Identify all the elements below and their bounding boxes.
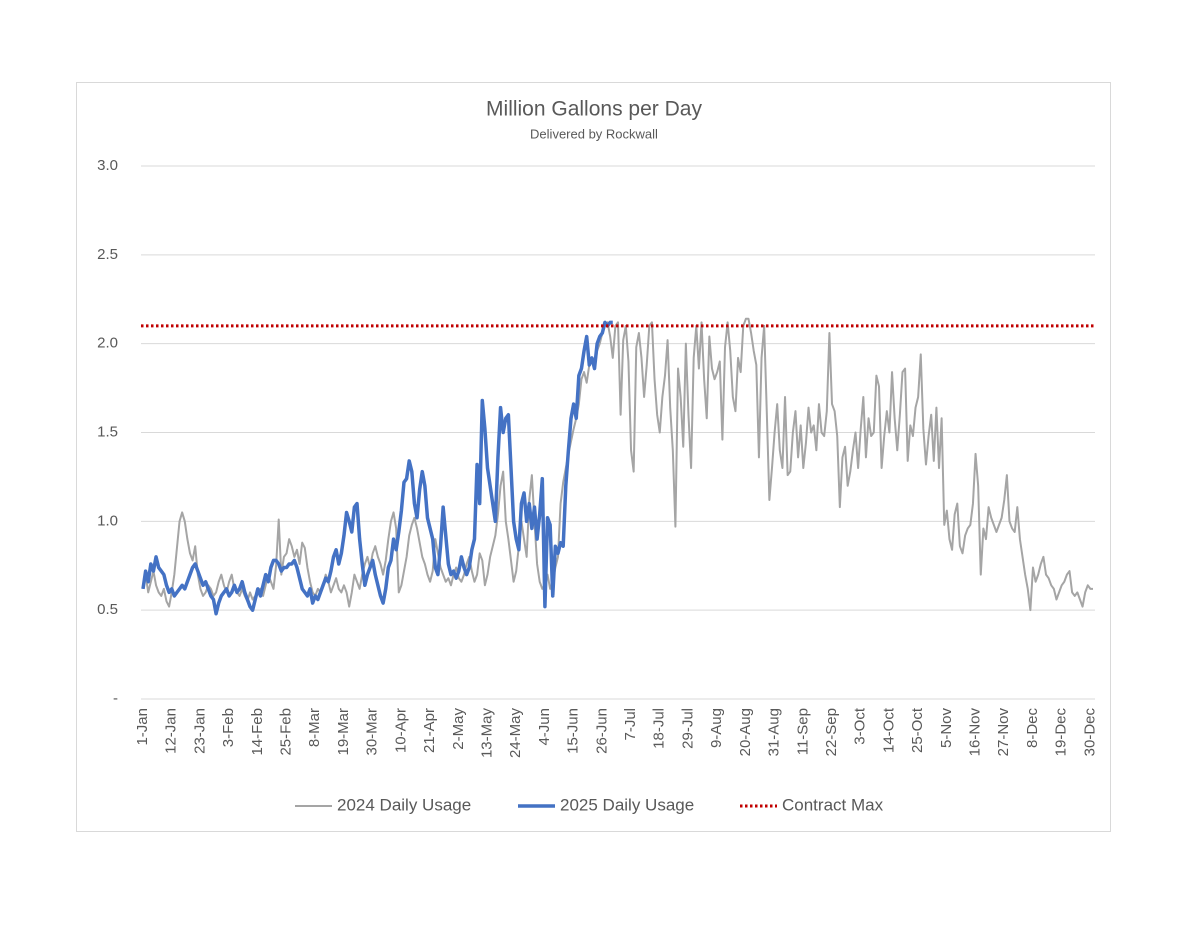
x-tick-label: 24-May — [507, 708, 524, 759]
legend-label: 2025 Daily Usage — [560, 795, 694, 814]
x-tick-label: 22-Sep — [823, 708, 840, 756]
x-tick-label: 14-Feb — [249, 708, 266, 756]
x-tick-label: 26-Jun — [593, 708, 610, 754]
x-tick-label: 30-Dec — [1081, 708, 1098, 757]
chart-title: Million Gallons per Day — [486, 98, 702, 121]
x-tick-label: 10-Apr — [392, 708, 409, 753]
x-tick-label: 21-Apr — [421, 708, 438, 753]
y-tick-label: - — [113, 690, 118, 707]
x-tick-label: 15-Jun — [565, 708, 582, 754]
x-tick-label: 7-Jul — [622, 708, 639, 741]
x-tick-label: 25-Feb — [278, 708, 295, 756]
x-tick-label: 30-Mar — [364, 708, 381, 756]
x-tick-label: 19-Mar — [335, 708, 352, 756]
x-tick-label: 25-Oct — [909, 707, 926, 753]
y-tick-label: 0.5 — [97, 601, 118, 618]
legend-label: Contract Max — [782, 795, 884, 814]
data-line — [142, 317, 1093, 612]
x-tick-label: 8-Mar — [306, 708, 323, 747]
x-tick-label: 20-Aug — [737, 708, 754, 756]
y-tick-label: 3.0 — [97, 157, 118, 174]
y-tick-label: 1.5 — [97, 423, 118, 440]
y-tick-label: 2.5 — [97, 246, 118, 263]
x-tick-label: 19-Dec — [1053, 708, 1070, 757]
x-tick-label: 2-May — [450, 708, 467, 750]
legend-label: 2024 Daily Usage — [337, 795, 471, 814]
x-tick-label: 3-Feb — [220, 708, 237, 747]
y-tick-label: 2.0 — [97, 335, 118, 352]
x-tick-label: 11-Sep — [794, 708, 811, 755]
x-tick-label: 4-Jun — [536, 708, 553, 746]
x-tick-label: 12-Jan — [163, 708, 180, 754]
x-tick-label: 13-May — [478, 708, 495, 759]
x-tick-label: 5-Nov — [938, 708, 955, 749]
x-tick-label: 16-Nov — [967, 708, 984, 757]
x-tick-label: 8-Dec — [1024, 708, 1041, 749]
x-tick-label: 1-Jan — [134, 708, 151, 746]
y-tick-label: 1.0 — [97, 512, 118, 529]
chart-subtitle: Delivered by Rockwall — [530, 126, 658, 141]
x-tick-label: 9-Aug — [708, 708, 725, 748]
x-tick-label: 23-Jan — [191, 708, 208, 754]
x-tick-label: 27-Nov — [995, 708, 1012, 757]
x-tick-label: 18-Jul — [651, 708, 668, 749]
x-tick-label: 29-Jul — [679, 708, 696, 749]
x-tick-label: 14-Oct — [880, 707, 897, 753]
data-line — [141, 320, 613, 616]
x-tick-label: 31-Aug — [766, 708, 783, 756]
x-tick-label: 3-Oct — [852, 707, 869, 745]
